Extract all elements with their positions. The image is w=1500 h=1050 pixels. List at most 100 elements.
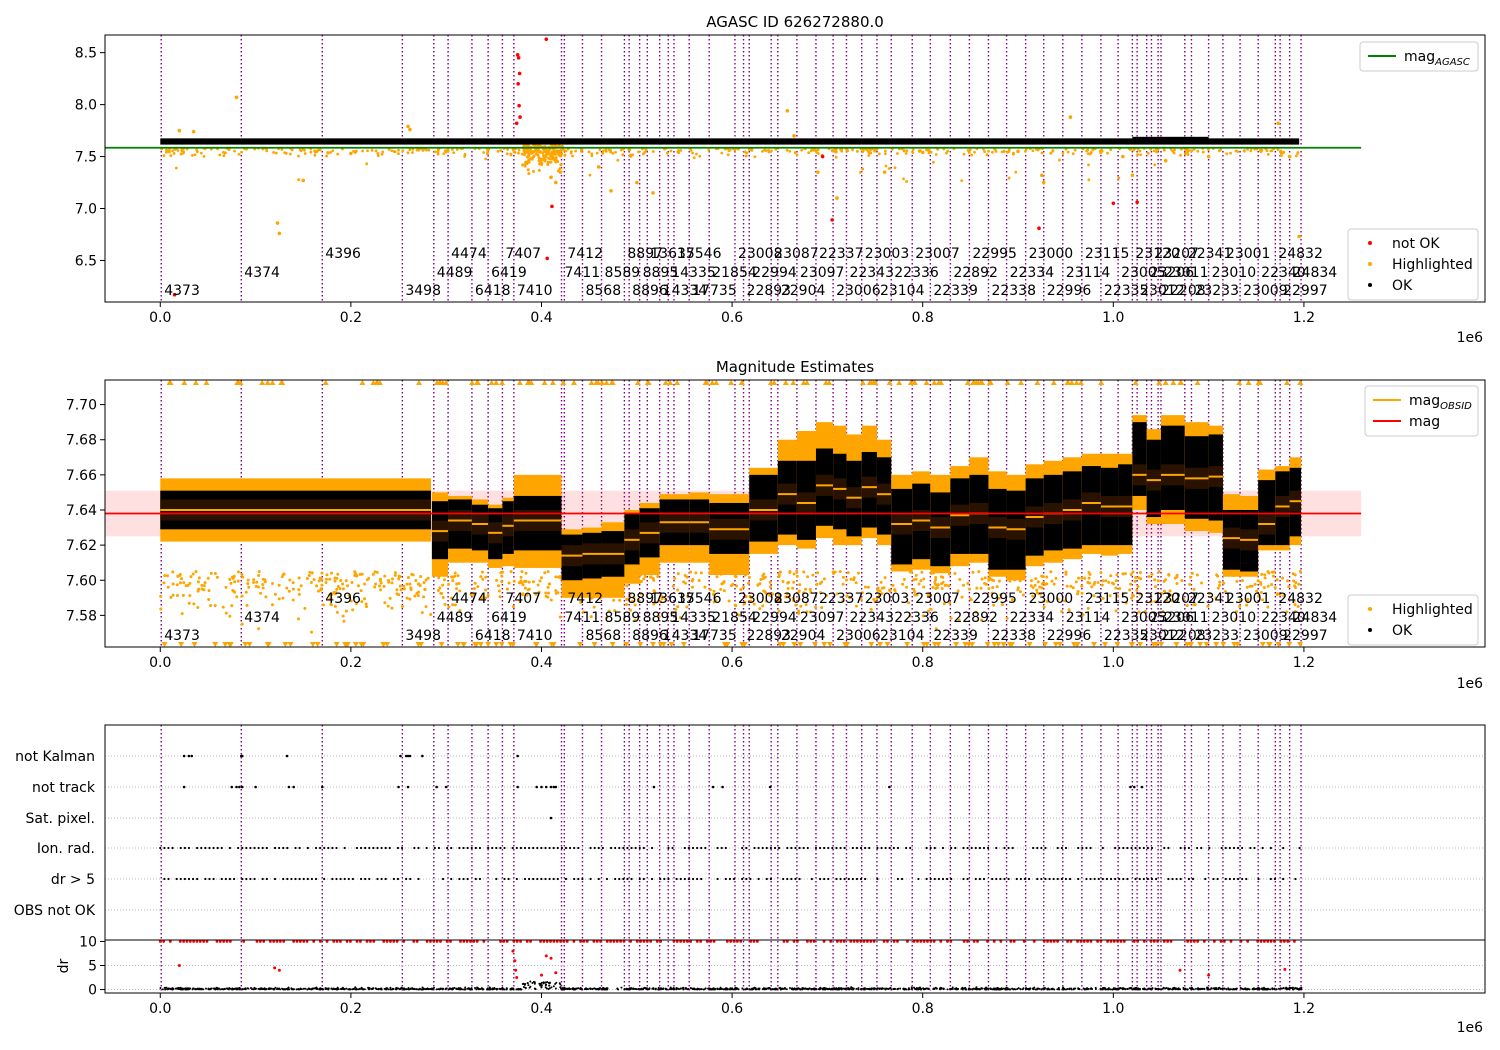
highlighted-point <box>554 152 558 156</box>
highlighted-point <box>1281 151 1285 155</box>
dr-ok-point <box>1225 988 1228 991</box>
highlighted-point <box>1161 610 1165 614</box>
highlighted-point <box>240 594 244 598</box>
highlighted-point <box>739 588 743 592</box>
highlighted-point <box>873 600 877 604</box>
highlighted-point <box>1162 579 1166 583</box>
highlighted-clipped-marker <box>279 380 286 385</box>
flag-point <box>593 846 596 850</box>
dr-not-ok-point <box>505 940 509 943</box>
highlighted-clipped-marker <box>1064 380 1071 385</box>
highlighted-point <box>548 582 552 586</box>
highlighted-point <box>450 575 454 579</box>
flag-point <box>1097 877 1100 881</box>
flag-point <box>282 846 285 850</box>
dr-not-ok-point <box>345 940 349 943</box>
highlighted-point <box>927 151 931 155</box>
dr-not-ok-point <box>679 940 683 943</box>
highlighted-point <box>176 574 180 578</box>
dr-not-ok-point <box>511 949 515 953</box>
legend-label: OK <box>1392 623 1413 639</box>
highlighted-point <box>347 593 351 597</box>
highlighted-point <box>1114 586 1118 590</box>
dr-ok-point <box>440 987 443 990</box>
highlighted-point <box>551 157 555 161</box>
highlighted-point <box>919 579 923 583</box>
highlighted-point <box>1040 151 1044 155</box>
flag-point <box>835 877 838 881</box>
highlighted-point <box>379 579 383 583</box>
dr-ok-point <box>1289 986 1292 989</box>
highlighted-point <box>237 152 241 156</box>
x-axis-magnitude: 0.0 0.2 0.4 0.6 0.8 1.0 1.2 <box>149 647 1315 671</box>
highlighted-point <box>370 148 374 152</box>
highlighted-point <box>797 597 801 601</box>
dr-not-ok-point <box>515 976 519 980</box>
highlighted-point <box>761 604 765 608</box>
highlighted-point <box>1035 591 1039 595</box>
highlighted-clipped-marker <box>975 380 982 385</box>
highlighted-point <box>639 592 643 596</box>
dr-not-ok-point <box>335 940 339 943</box>
highlighted-point <box>1266 153 1270 156</box>
highlighted-point <box>720 151 724 155</box>
dr-ok-point <box>766 987 769 990</box>
highlighted-point <box>674 607 678 611</box>
dr-ok-point <box>476 987 479 990</box>
flag-point <box>1224 846 1227 850</box>
highlighted-point <box>1139 153 1143 157</box>
highlighted-point <box>1270 582 1274 586</box>
dr-ok-point <box>951 986 954 989</box>
highlighted-point <box>807 151 811 154</box>
obsid-label: 8568 <box>585 283 621 299</box>
highlighted-point <box>1185 604 1189 608</box>
flag-point <box>687 877 691 881</box>
highlighted-point <box>977 570 981 574</box>
dr-ok-point <box>360 988 363 991</box>
flag-point <box>306 877 309 881</box>
panel-title-magnitude-estimates: Magnitude Estimates <box>716 358 874 376</box>
highlighted-point <box>641 152 645 156</box>
dr-ok-point <box>397 987 400 990</box>
highlighted-point <box>880 592 884 596</box>
dr-ok-point <box>832 987 835 990</box>
highlighted-point <box>1069 584 1073 588</box>
flag-point <box>1015 877 1018 881</box>
highlighted-clipped-marker <box>953 642 960 647</box>
highlighted-point <box>1033 583 1037 587</box>
obsid-label: 4374 <box>244 610 280 626</box>
dr-ok-point <box>409 987 412 990</box>
obsid-label: 21854 <box>712 610 757 626</box>
ok-points-band <box>160 138 1300 145</box>
highlighted-point <box>213 571 217 575</box>
highlighted-point <box>177 128 182 133</box>
highlighted-point <box>395 588 399 592</box>
flag-point <box>720 846 723 850</box>
highlighted-point <box>1265 149 1269 153</box>
flag-row-label: Ion. rad. <box>37 841 95 857</box>
flag-point <box>544 785 548 789</box>
obsid-label: 23097 <box>800 265 845 281</box>
flag-point <box>732 877 736 881</box>
highlighted-point <box>699 571 703 575</box>
dr-ok-point <box>544 981 547 984</box>
dr-not-ok-point <box>599 940 602 943</box>
highlighted-point <box>273 592 277 596</box>
dr-ok-point <box>1244 988 1247 991</box>
flag-point <box>1056 877 1059 881</box>
flag-point <box>187 877 191 881</box>
flag-point <box>298 846 301 850</box>
dr-not-ok-point <box>1279 940 1283 943</box>
highlighted-point <box>358 572 362 576</box>
highlighted-point <box>1276 148 1280 152</box>
dr-ok-point <box>652 987 655 990</box>
highlighted-point <box>325 573 329 577</box>
highlighted-point <box>618 598 622 602</box>
highlighted-point <box>1068 115 1073 119</box>
highlighted-clipped-marker <box>1297 380 1304 385</box>
flag-point <box>802 846 805 850</box>
highlighted-point <box>505 587 509 591</box>
dr-not-ok-point <box>275 940 279 943</box>
obsid-label: 22335 <box>1104 283 1149 299</box>
